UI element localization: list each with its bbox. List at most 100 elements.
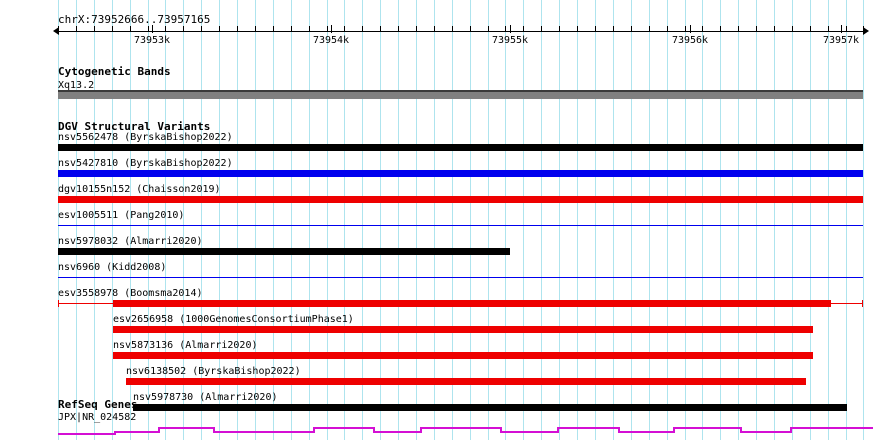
- gene-riser: [114, 431, 116, 435]
- ruler-tick-minor: [577, 26, 578, 32]
- dgv-feature-label: esv2656958 (1000GenomesConsortiumPhase1): [113, 314, 354, 325]
- gene-riser: [313, 427, 315, 433]
- ruler-tick-minor: [165, 26, 166, 32]
- dgv-feature-label: nsv5873136 (Almarri2020): [113, 340, 258, 351]
- gene-riser: [740, 427, 742, 433]
- gene-riser: [373, 427, 375, 433]
- ruler-tick-minor: [810, 26, 811, 32]
- ruler-tick-minor: [344, 26, 345, 32]
- ruler-tick-minor: [702, 26, 703, 32]
- gene-segment[interactable]: [58, 433, 114, 435]
- dgv-feature-label: esv1005511 (Pang2010): [58, 210, 185, 221]
- dgv-feature-label: nsv6138502 (ByrskaBishop2022): [126, 366, 301, 377]
- gene-segment[interactable]: [158, 427, 213, 429]
- ruler-tick-minor: [720, 26, 721, 32]
- grid-line: [577, 0, 578, 440]
- ruler-tick-minor: [828, 26, 829, 32]
- dgv-feature-bar[interactable]: [58, 144, 863, 151]
- ruler-tick-minor: [792, 26, 793, 32]
- gene-riser: [618, 427, 620, 433]
- gene-segment[interactable]: [740, 431, 790, 433]
- dgv-feature-bar[interactable]: [58, 248, 510, 255]
- dgv-feature-endcap: [862, 300, 863, 307]
- dgv-feature-bar[interactable]: [113, 352, 813, 359]
- grid-line: [344, 0, 345, 440]
- dgv-feature-bar[interactable]: [113, 326, 813, 333]
- gene-segment[interactable]: [313, 427, 373, 429]
- gene-riser: [790, 427, 792, 433]
- arrow-left-icon: [53, 27, 59, 35]
- ruler-tick-minor: [255, 26, 256, 32]
- dgv-feature-line[interactable]: [58, 225, 863, 226]
- gene-segment[interactable]: [500, 431, 557, 433]
- ruler-tick-minor: [559, 26, 560, 32]
- grid-line: [434, 0, 435, 440]
- ruler-tick-minor: [541, 26, 542, 32]
- ruler-tick-minor: [488, 26, 489, 32]
- dgv-feature-label: dgv10155n152 (Chaisson2019): [58, 184, 221, 195]
- dgv-feature-label: nsv6960 (Kidd2008): [58, 262, 167, 273]
- ruler-tick-label: 73956k: [671, 35, 709, 46]
- ruler-tick-minor: [631, 26, 632, 32]
- track-title-dgv-structural-variants: DGV Structural Variants: [58, 120, 211, 133]
- arrow-right-icon: [863, 27, 869, 35]
- dgv-feature-label: nsv5978032 (Almarri2020): [58, 236, 203, 247]
- ruler-tick-minor: [774, 26, 775, 32]
- dgv-feature-bar[interactable]: [58, 170, 863, 177]
- gene-riser: [158, 427, 160, 433]
- gene-segment[interactable]: [420, 427, 500, 429]
- ruler-tick-minor: [309, 26, 310, 32]
- ruler-tick-minor: [756, 26, 757, 32]
- cytoband-xq13-2[interactable]: [58, 90, 863, 99]
- ruler-tick-minor: [380, 26, 381, 32]
- ruler-tick-minor: [362, 26, 363, 32]
- ruler-tick-minor: [58, 26, 59, 32]
- gene-segment[interactable]: [790, 427, 873, 429]
- dgv-feature-bar[interactable]: [126, 378, 806, 385]
- gene-segment[interactable]: [373, 431, 420, 433]
- grid-line: [774, 0, 775, 440]
- grid-line: [309, 0, 310, 440]
- grid-line: [327, 0, 328, 440]
- ruler-tick-minor: [452, 26, 453, 32]
- ruler-tick-minor: [505, 26, 506, 32]
- ruler-tick-minor: [148, 26, 149, 32]
- ruler-tick-minor: [738, 26, 739, 32]
- grid-line: [523, 0, 524, 440]
- gene-segment[interactable]: [114, 431, 158, 433]
- grid-line: [541, 0, 542, 440]
- gene-segment[interactable]: [673, 427, 740, 429]
- ruler-tick-major: [841, 25, 842, 33]
- gene-label-jpx: JPX|NR_024582: [58, 412, 137, 423]
- grid-line: [846, 0, 847, 440]
- grid-line: [863, 0, 864, 440]
- ruler-tick-minor: [273, 26, 274, 32]
- ruler-tick-minor: [94, 26, 95, 32]
- dgv-feature-bar[interactable]: [133, 404, 847, 411]
- grid-line: [685, 0, 686, 440]
- ruler-tick-minor: [112, 26, 113, 32]
- dgv-feature-bar[interactable]: [113, 300, 831, 307]
- grid-line: [631, 0, 632, 440]
- gene-segment[interactable]: [618, 431, 673, 433]
- dgv-feature-endcap: [58, 300, 59, 307]
- ruler-tick-minor: [649, 26, 650, 32]
- cytoband-label-xq13-2: Xq13.2: [58, 80, 95, 91]
- grid-line: [649, 0, 650, 440]
- dgv-feature-bar[interactable]: [58, 196, 863, 203]
- ruler-axis-line: [58, 31, 864, 32]
- dgv-feature-line[interactable]: [58, 277, 863, 278]
- ruler-tick-minor: [434, 26, 435, 32]
- grid-line: [702, 0, 703, 440]
- ruler-tick-label: 73957k: [822, 35, 860, 46]
- ruler-tick-label: 73955k: [491, 35, 529, 46]
- ruler-tick-minor: [183, 26, 184, 32]
- gene-riser: [673, 427, 675, 433]
- gene-riser: [420, 427, 422, 433]
- gene-segment[interactable]: [557, 427, 618, 429]
- ruler-tick-minor: [846, 26, 847, 32]
- gene-segment[interactable]: [213, 431, 313, 433]
- grid-line: [756, 0, 757, 440]
- ruler-tick-minor: [523, 26, 524, 32]
- ruler-tick-minor: [201, 26, 202, 32]
